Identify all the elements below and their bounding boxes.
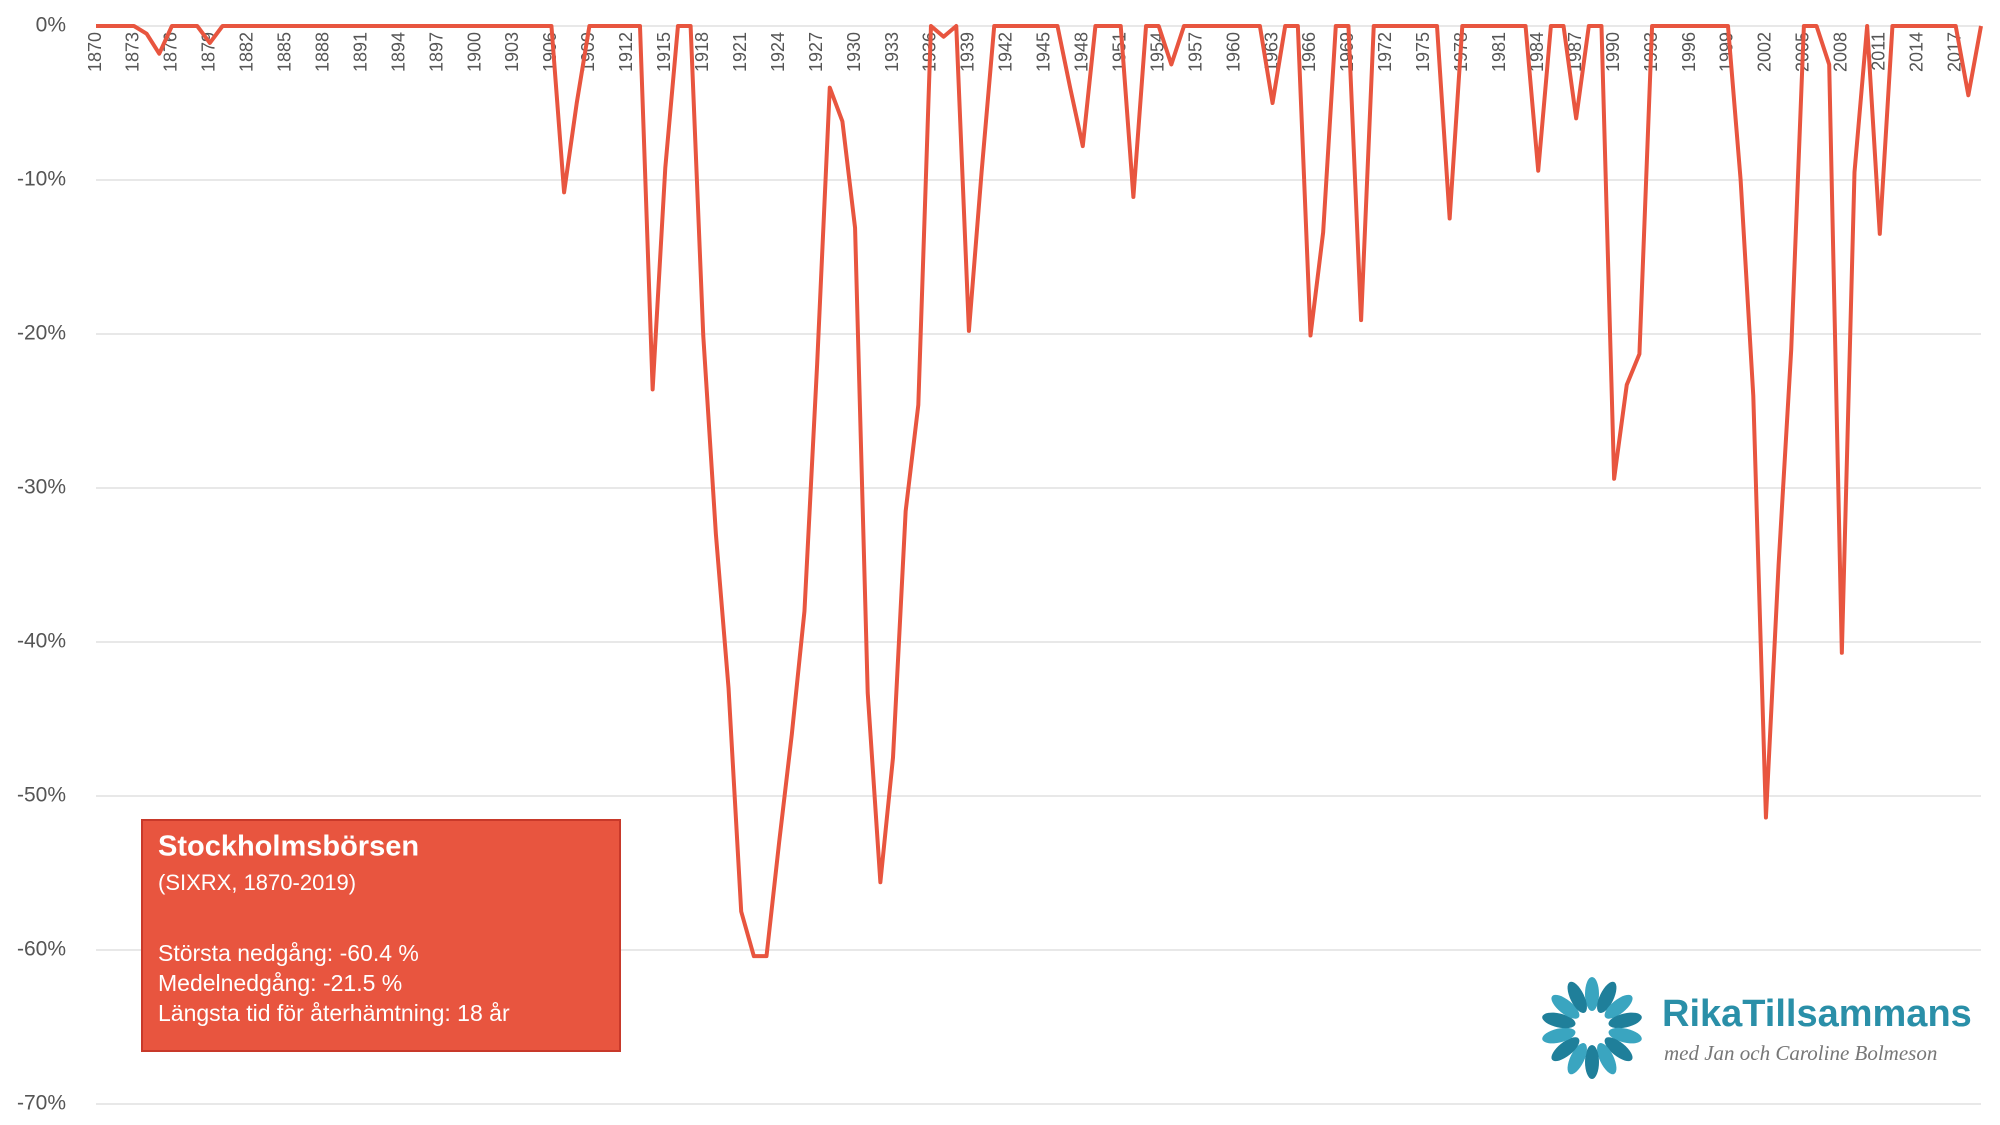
x-tick-label: 2002 (1755, 32, 1775, 72)
x-axis: 1870 1873 1876 1879 1882 1885 1888 1891 1894 1897… (85, 32, 1965, 72)
x-tick-label: 1999 (1717, 32, 1737, 72)
x-tick-label: 1939 (958, 32, 978, 72)
x-tick-label: 1945 (1034, 32, 1054, 72)
x-tick-label: 1933 (882, 32, 902, 72)
y-tick-label: -30% (17, 476, 66, 499)
x-tick-label: 1981 (1489, 32, 1509, 72)
x-tick-label: 1957 (1185, 32, 1205, 72)
logo-petal (1597, 981, 1617, 1013)
x-tick-label: 1900 (464, 32, 484, 72)
x-tick-label: 1906 (540, 32, 560, 72)
x-tick-label: 1918 (692, 32, 712, 72)
logo: RikaTillsammans med Jan och Caroline Bol… (1542, 977, 1972, 1079)
y-tick-label: 0% (36, 14, 66, 37)
annotation-title: Stockholmsbörsen (158, 831, 419, 863)
annotation-line: Största nedgång: -60.4 % (158, 940, 419, 966)
x-tick-label: 1885 (275, 32, 295, 72)
y-tick-label: -60% (17, 938, 66, 961)
x-tick-label: 1870 (85, 32, 105, 72)
x-tick-label: 1966 (1299, 32, 1319, 72)
x-tick-label: 1912 (616, 32, 636, 72)
x-tick-label: 1897 (426, 32, 446, 72)
x-tick-label: 1990 (1603, 32, 1623, 72)
logo-petal (1551, 994, 1580, 1019)
logo-icon (1542, 977, 1642, 1079)
logo-name: RikaTillsammans (1662, 993, 1972, 1035)
annotation-box: Stockholmsbörsen (SIXRX, 1870-2019) Stör… (141, 819, 621, 1052)
logo-petal (1608, 1027, 1642, 1044)
x-tick-label: 1996 (1679, 32, 1699, 72)
annotation-bg (141, 819, 621, 1052)
x-tick-label: 1924 (768, 32, 788, 72)
logo-petal (1542, 1012, 1576, 1029)
logo-tagline: med Jan och Caroline Bolmeson (1664, 1041, 1937, 1065)
x-tick-label: 1915 (654, 32, 674, 72)
data-line (96, 24, 1983, 959)
x-tick-label: 1894 (388, 32, 408, 72)
logo-petal (1604, 994, 1633, 1019)
annotation-subtitle: (SIXRX, 1870-2019) (158, 870, 356, 895)
logo-petal (1567, 981, 1587, 1013)
logo-petal (1567, 1043, 1587, 1075)
x-tick-label: 1873 (123, 32, 143, 72)
x-tick-label: 2008 (1831, 32, 1851, 72)
annotation-line: Längsta tid för återhämtning: 18 år (158, 1000, 510, 1026)
x-tick-label: 1921 (730, 32, 750, 72)
x-tick-label: 1975 (1413, 32, 1433, 72)
x-tick-label: 1984 (1527, 32, 1547, 72)
x-tick-label: 1969 (1337, 32, 1357, 72)
logo-petal (1542, 1027, 1576, 1044)
x-tick-label: 1882 (237, 32, 257, 72)
logo-petal (1551, 1037, 1580, 1062)
y-tick-label: -20% (17, 322, 66, 345)
y-tick-label: -10% (17, 168, 66, 191)
logo-petal (1608, 1012, 1642, 1029)
logo-petal (1585, 1045, 1599, 1079)
x-tick-label: 1972 (1375, 32, 1395, 72)
x-tick-label: 1948 (1072, 32, 1092, 72)
x-tick-label: 1930 (844, 32, 864, 72)
x-tick-label: 1903 (502, 32, 522, 72)
x-tick-label: 2014 (1906, 32, 1926, 72)
logo-petal (1604, 1037, 1633, 1062)
x-tick-label: 1879 (199, 32, 219, 72)
x-tick-label: 1960 (1223, 32, 1243, 72)
y-tick-label: -70% (17, 1092, 66, 1115)
annotation-line: Medelnedgång: -21.5 % (158, 970, 402, 996)
plot (96, 24, 1983, 959)
y-tick-label: -50% (17, 784, 66, 807)
x-tick-label: 1927 (806, 32, 826, 72)
x-tick-label: 1876 (161, 32, 181, 72)
x-tick-label: 1891 (350, 32, 370, 72)
y-tick-label: -40% (17, 630, 66, 653)
x-tick-label: 2011 (1869, 32, 1889, 71)
x-tick-label: 1942 (996, 32, 1016, 72)
x-tick-label: 1951 (1109, 32, 1129, 72)
grid: -70% -60% -50% -40% -30% -20% -10% 0% (17, 14, 1981, 1115)
x-tick-label: 1888 (312, 32, 332, 72)
logo-petal (1597, 1043, 1617, 1075)
logo-petal (1585, 977, 1599, 1011)
